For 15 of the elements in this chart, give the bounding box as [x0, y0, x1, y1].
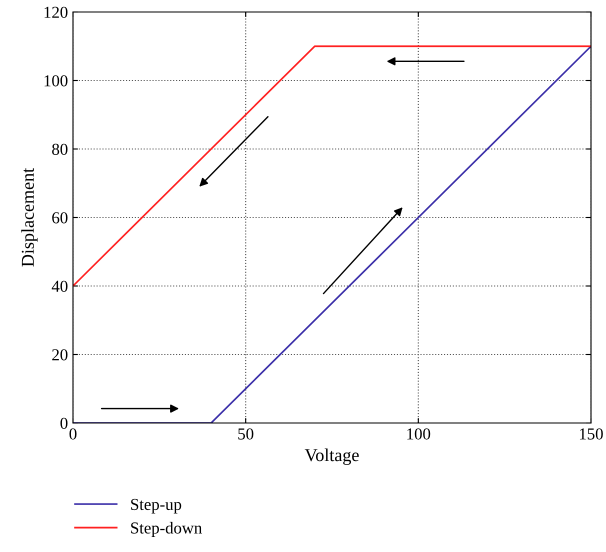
x-axis-title: Voltage [304, 448, 359, 465]
legend-label: Step-up [131, 498, 182, 514]
x-tick-label: 50 [238, 428, 254, 440]
y-tick-label: 60 [52, 212, 68, 224]
y-tick-label: 20 [52, 349, 68, 360]
x-tick-label: 0 [69, 428, 77, 440]
x-tick-label: 150 [580, 428, 603, 440]
y-tick-label: 40 [52, 280, 68, 292]
legend-label: Step-down [131, 522, 202, 537]
y-tick-label: 80 [52, 144, 68, 155]
y-axis-title: Displacement [21, 168, 38, 267]
y-tick-label: 0 [60, 418, 68, 429]
y-tick-label: 120 [44, 6, 68, 18]
x-tick-label: 100 [407, 428, 430, 440]
y-tick-label: 100 [44, 75, 68, 86]
